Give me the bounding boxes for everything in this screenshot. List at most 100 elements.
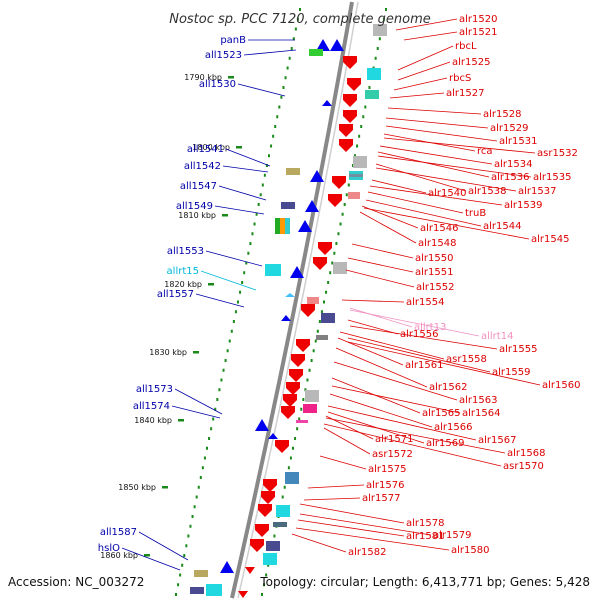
plus-strand-feature [286, 382, 300, 395]
minus-track-dot [185, 544, 188, 548]
kbp-tick-label: 1830 kbp [149, 348, 187, 357]
gene-label-all1541[interactable]: all1541 [187, 144, 224, 155]
gene-label-alr1562[interactable]: alr1562 [429, 382, 467, 393]
gene-label-all1574[interactable]: all1574 [133, 401, 170, 412]
minus-track-dot [247, 251, 250, 255]
minus-track-dot [228, 339, 231, 343]
plus-strand-feature [275, 440, 289, 453]
gene-label-all1530[interactable]: all1530 [199, 79, 236, 90]
gene-label-alr1568[interactable]: alr1568 [507, 448, 545, 459]
gene-label-alr1575[interactable]: alr1575 [368, 464, 406, 475]
minus-track-dot [218, 388, 221, 392]
gene-label-all1553[interactable]: all1553 [167, 246, 204, 257]
gene-label-all1557[interactable]: all1557 [157, 289, 194, 300]
gene-label-alr1576[interactable]: alr1576 [366, 480, 404, 491]
gene-label-all1523[interactable]: all1523 [205, 50, 242, 61]
plus-strand-feature [365, 90, 379, 99]
gene-label-alr1525[interactable]: alr1525 [452, 57, 490, 68]
gene-label-alr1551[interactable]: alr1551 [415, 267, 453, 278]
gene-label-alr1565[interactable]: alr1565 [422, 408, 460, 419]
gene-label-alr1535[interactable]: alr1535 [533, 172, 571, 183]
gene-label-alr1544[interactable]: alr1544 [483, 221, 521, 232]
gene-label-alr1571[interactable]: alr1571 [375, 434, 413, 445]
gene-label-alr1546[interactable]: alr1546 [420, 223, 458, 234]
gene-label-alr1545[interactable]: alr1545 [531, 234, 569, 245]
gene-label-alr1563[interactable]: alr1563 [459, 395, 497, 406]
gene-label-all1549[interactable]: all1549 [176, 201, 213, 212]
gene-label-alr1569[interactable]: alr1569 [426, 438, 464, 449]
gene-label-alr1520[interactable]: alr1520 [459, 14, 497, 25]
gene-label-asr1572[interactable]: asr1572 [372, 449, 413, 460]
plus-track-dot [300, 407, 303, 411]
gene-label-asr1532[interactable]: asr1532 [537, 148, 578, 159]
gene-label-alr1561[interactable]: alr1561 [405, 360, 443, 371]
gene-label-alr1536[interactable]: alr1536 [491, 172, 529, 183]
gene-label-alr1540[interactable]: alr1540 [428, 188, 466, 199]
gene-label-rca[interactable]: rca [477, 146, 493, 157]
gene-label-alr1538[interactable]: alr1538 [468, 186, 506, 197]
gene-leader-line [225, 148, 271, 167]
gene-label-alr1582[interactable]: alr1582 [348, 547, 386, 558]
gene-label-alr1521[interactable]: alr1521 [459, 27, 497, 38]
gene-label-alr1564[interactable]: alr1564 [462, 408, 500, 419]
gene-label-alr1581[interactable]: alr1581 [406, 531, 444, 542]
gene-label-alr1552[interactable]: alr1552 [416, 282, 454, 293]
gene-leader-line [403, 31, 458, 41]
gene-leader-line [347, 319, 399, 335]
plus-strand-feature [289, 369, 303, 382]
gene-leader-line [375, 163, 467, 192]
gene-leader-line [303, 497, 361, 501]
gene-leader-line [297, 519, 405, 537]
gene-label-alr1528[interactable]: alr1528 [483, 109, 521, 120]
minus-strand-feature [298, 220, 312, 232]
kbp-tick-mark [228, 76, 234, 79]
plus-strand-feature [328, 194, 342, 207]
gene-label-alr1580[interactable]: alr1580 [451, 545, 489, 556]
gene-label-alr1534[interactable]: alr1534 [494, 159, 532, 170]
gene-label-asr1570[interactable]: asr1570 [503, 461, 544, 472]
plus-strand-feature [258, 504, 272, 517]
gene-label-alr1577[interactable]: alr1577 [362, 493, 400, 504]
minus-strand-feature [285, 293, 295, 297]
gene-label-hslO[interactable]: hslO [98, 543, 120, 554]
gene-label-alr1579[interactable]: alr1579 [433, 530, 471, 541]
gene-label-alr1560[interactable]: alr1560 [542, 380, 580, 391]
gene-label-asr1558[interactable]: asr1558 [446, 354, 487, 365]
gene-label-alr1566[interactable]: alr1566 [434, 422, 472, 433]
minus-track-dot [272, 134, 275, 138]
gene-label-alr1556[interactable]: alr1556 [400, 329, 438, 340]
gene-label-alr1529[interactable]: alr1529 [490, 123, 528, 134]
gene-label-alr1548[interactable]: alr1548 [418, 238, 456, 249]
gene-label-alr1537[interactable]: alr1537 [518, 186, 556, 197]
gene-label-all1587[interactable]: all1587 [100, 527, 137, 538]
gene-label-alr1527[interactable]: alr1527 [446, 88, 484, 99]
gene-label-rbcL[interactable]: rbcL [455, 41, 477, 52]
gene-label-alr1578[interactable]: alr1578 [406, 518, 444, 529]
plus-track-dot [287, 466, 290, 470]
gene-label-all1573[interactable]: all1573 [136, 384, 173, 395]
gene-label-rbcS[interactable]: rbcS [449, 73, 471, 84]
gene-label-alr1567[interactable]: alr1567 [478, 435, 516, 446]
gene-label-alr1559[interactable]: alr1559 [492, 367, 530, 378]
gene-label-alr1550[interactable]: alr1550 [415, 253, 453, 264]
kbp-tick-mark [144, 554, 150, 557]
gene-label-all1542[interactable]: all1542 [184, 161, 221, 172]
gene-label-allrt15[interactable]: allrt15 [167, 266, 199, 277]
gene-label-alr1555[interactable]: alr1555 [499, 344, 537, 355]
gene-label-alr1539[interactable]: alr1539 [504, 200, 542, 211]
gene-leader-line [377, 151, 490, 178]
gene-label-allrt13[interactable]: allrt13 [414, 322, 446, 333]
plus-track-dot [354, 154, 356, 158]
gene-label-alr1554[interactable]: alr1554 [406, 297, 444, 308]
plus-strand-feature [250, 539, 264, 552]
plus-track-dot [323, 300, 325, 304]
plus-strand-feature [303, 404, 317, 413]
gene-label-all1547[interactable]: all1547 [180, 181, 217, 192]
gene-label-panB[interactable]: panB [220, 35, 246, 46]
gene-label-alr1531[interactable]: alr1531 [499, 136, 537, 147]
gene-leader-line [138, 531, 189, 561]
plus-strand-feature [281, 406, 295, 419]
gene-label-truB[interactable]: truB [465, 208, 486, 219]
gene-label-allrt14[interactable]: allrt14 [481, 331, 513, 342]
gene-leader-line [329, 393, 433, 428]
